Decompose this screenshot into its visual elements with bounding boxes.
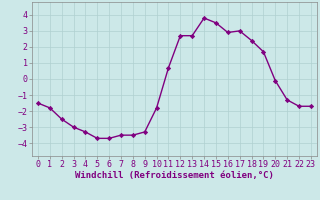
X-axis label: Windchill (Refroidissement éolien,°C): Windchill (Refroidissement éolien,°C) [75, 171, 274, 180]
